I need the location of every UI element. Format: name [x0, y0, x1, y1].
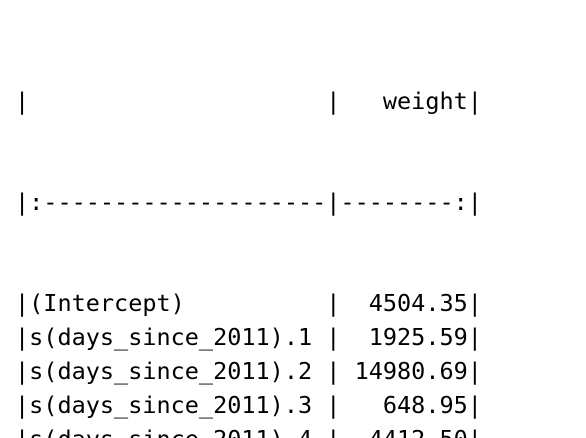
term-cell: s(days_since_2011).2 — [29, 356, 327, 385]
weight-cell: 1925.59 — [340, 323, 468, 352]
table-body: |(Intercept) | 4504.35| |s(days_since_201… — [15, 287, 482, 438]
table-row: |s(days_since_2011).4 | 4412.50| — [15, 423, 482, 438]
header-weight-cell: weight — [340, 86, 468, 115]
alignment-row-text: :--------------------|--------: — [29, 187, 468, 216]
table-alignment-row: |:--------------------|--------:| — [15, 187, 482, 216]
table-row: |s(days_since_2011).3 | 648.95| — [15, 390, 482, 419]
weight-cell: 14980.69 — [340, 356, 468, 385]
term-cell: s(days_since_2011).4 — [29, 425, 326, 438]
table-row: |s(days_since_2011).1 | 1925.59| — [15, 323, 482, 352]
header-term-cell — [29, 87, 326, 115]
table-row: |s(days_since_2011).2 | 14980.69| — [15, 356, 482, 385]
term-cell: s(days_since_2011).1 — [29, 323, 327, 352]
markdown-table: | | weight| |:--------------------|-----… — [15, 17, 482, 438]
weight-cell: 4412.50 — [340, 425, 468, 438]
term-cell: s(days_since_2011).3 — [29, 390, 327, 419]
table-header-row: | | weight| — [15, 86, 482, 115]
term-cell: (Intercept) — [29, 289, 327, 318]
table-row: |(Intercept) | 4504.35| — [15, 289, 482, 318]
weight-cell: 648.95 — [340, 390, 468, 419]
weight-cell: 4504.35 — [340, 289, 468, 318]
